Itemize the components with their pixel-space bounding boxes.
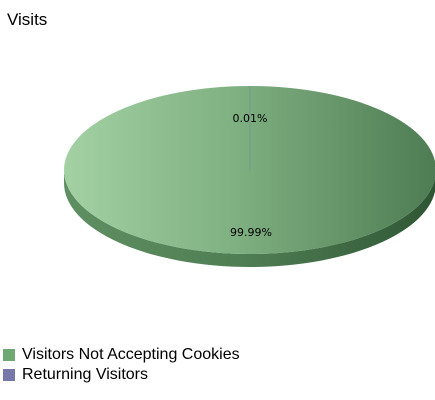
legend-label: Visitors Not Accepting Cookies bbox=[22, 346, 240, 363]
legend: Visitors Not Accepting Cookies Returning… bbox=[3, 345, 240, 385]
slice-label-visitors-not-accepting-cookies: 99.99% bbox=[230, 226, 272, 239]
legend-swatch-visitors-not-accepting-cookies bbox=[3, 349, 15, 361]
legend-label: Returning Visitors bbox=[22, 366, 148, 383]
slice-label-returning-visitors: 0.01% bbox=[233, 112, 268, 125]
legend-swatch-returning-visitors bbox=[3, 369, 15, 381]
pie-slices bbox=[64, 86, 435, 267]
chart-title: Visits bbox=[7, 10, 48, 29]
pie-side-wall bbox=[64, 170, 435, 267]
legend-item: Visitors Not Accepting Cookies bbox=[3, 345, 240, 365]
pie-slice-visitors-not-accepting-cookies bbox=[64, 86, 435, 254]
legend-item: Returning Visitors bbox=[3, 365, 240, 385]
